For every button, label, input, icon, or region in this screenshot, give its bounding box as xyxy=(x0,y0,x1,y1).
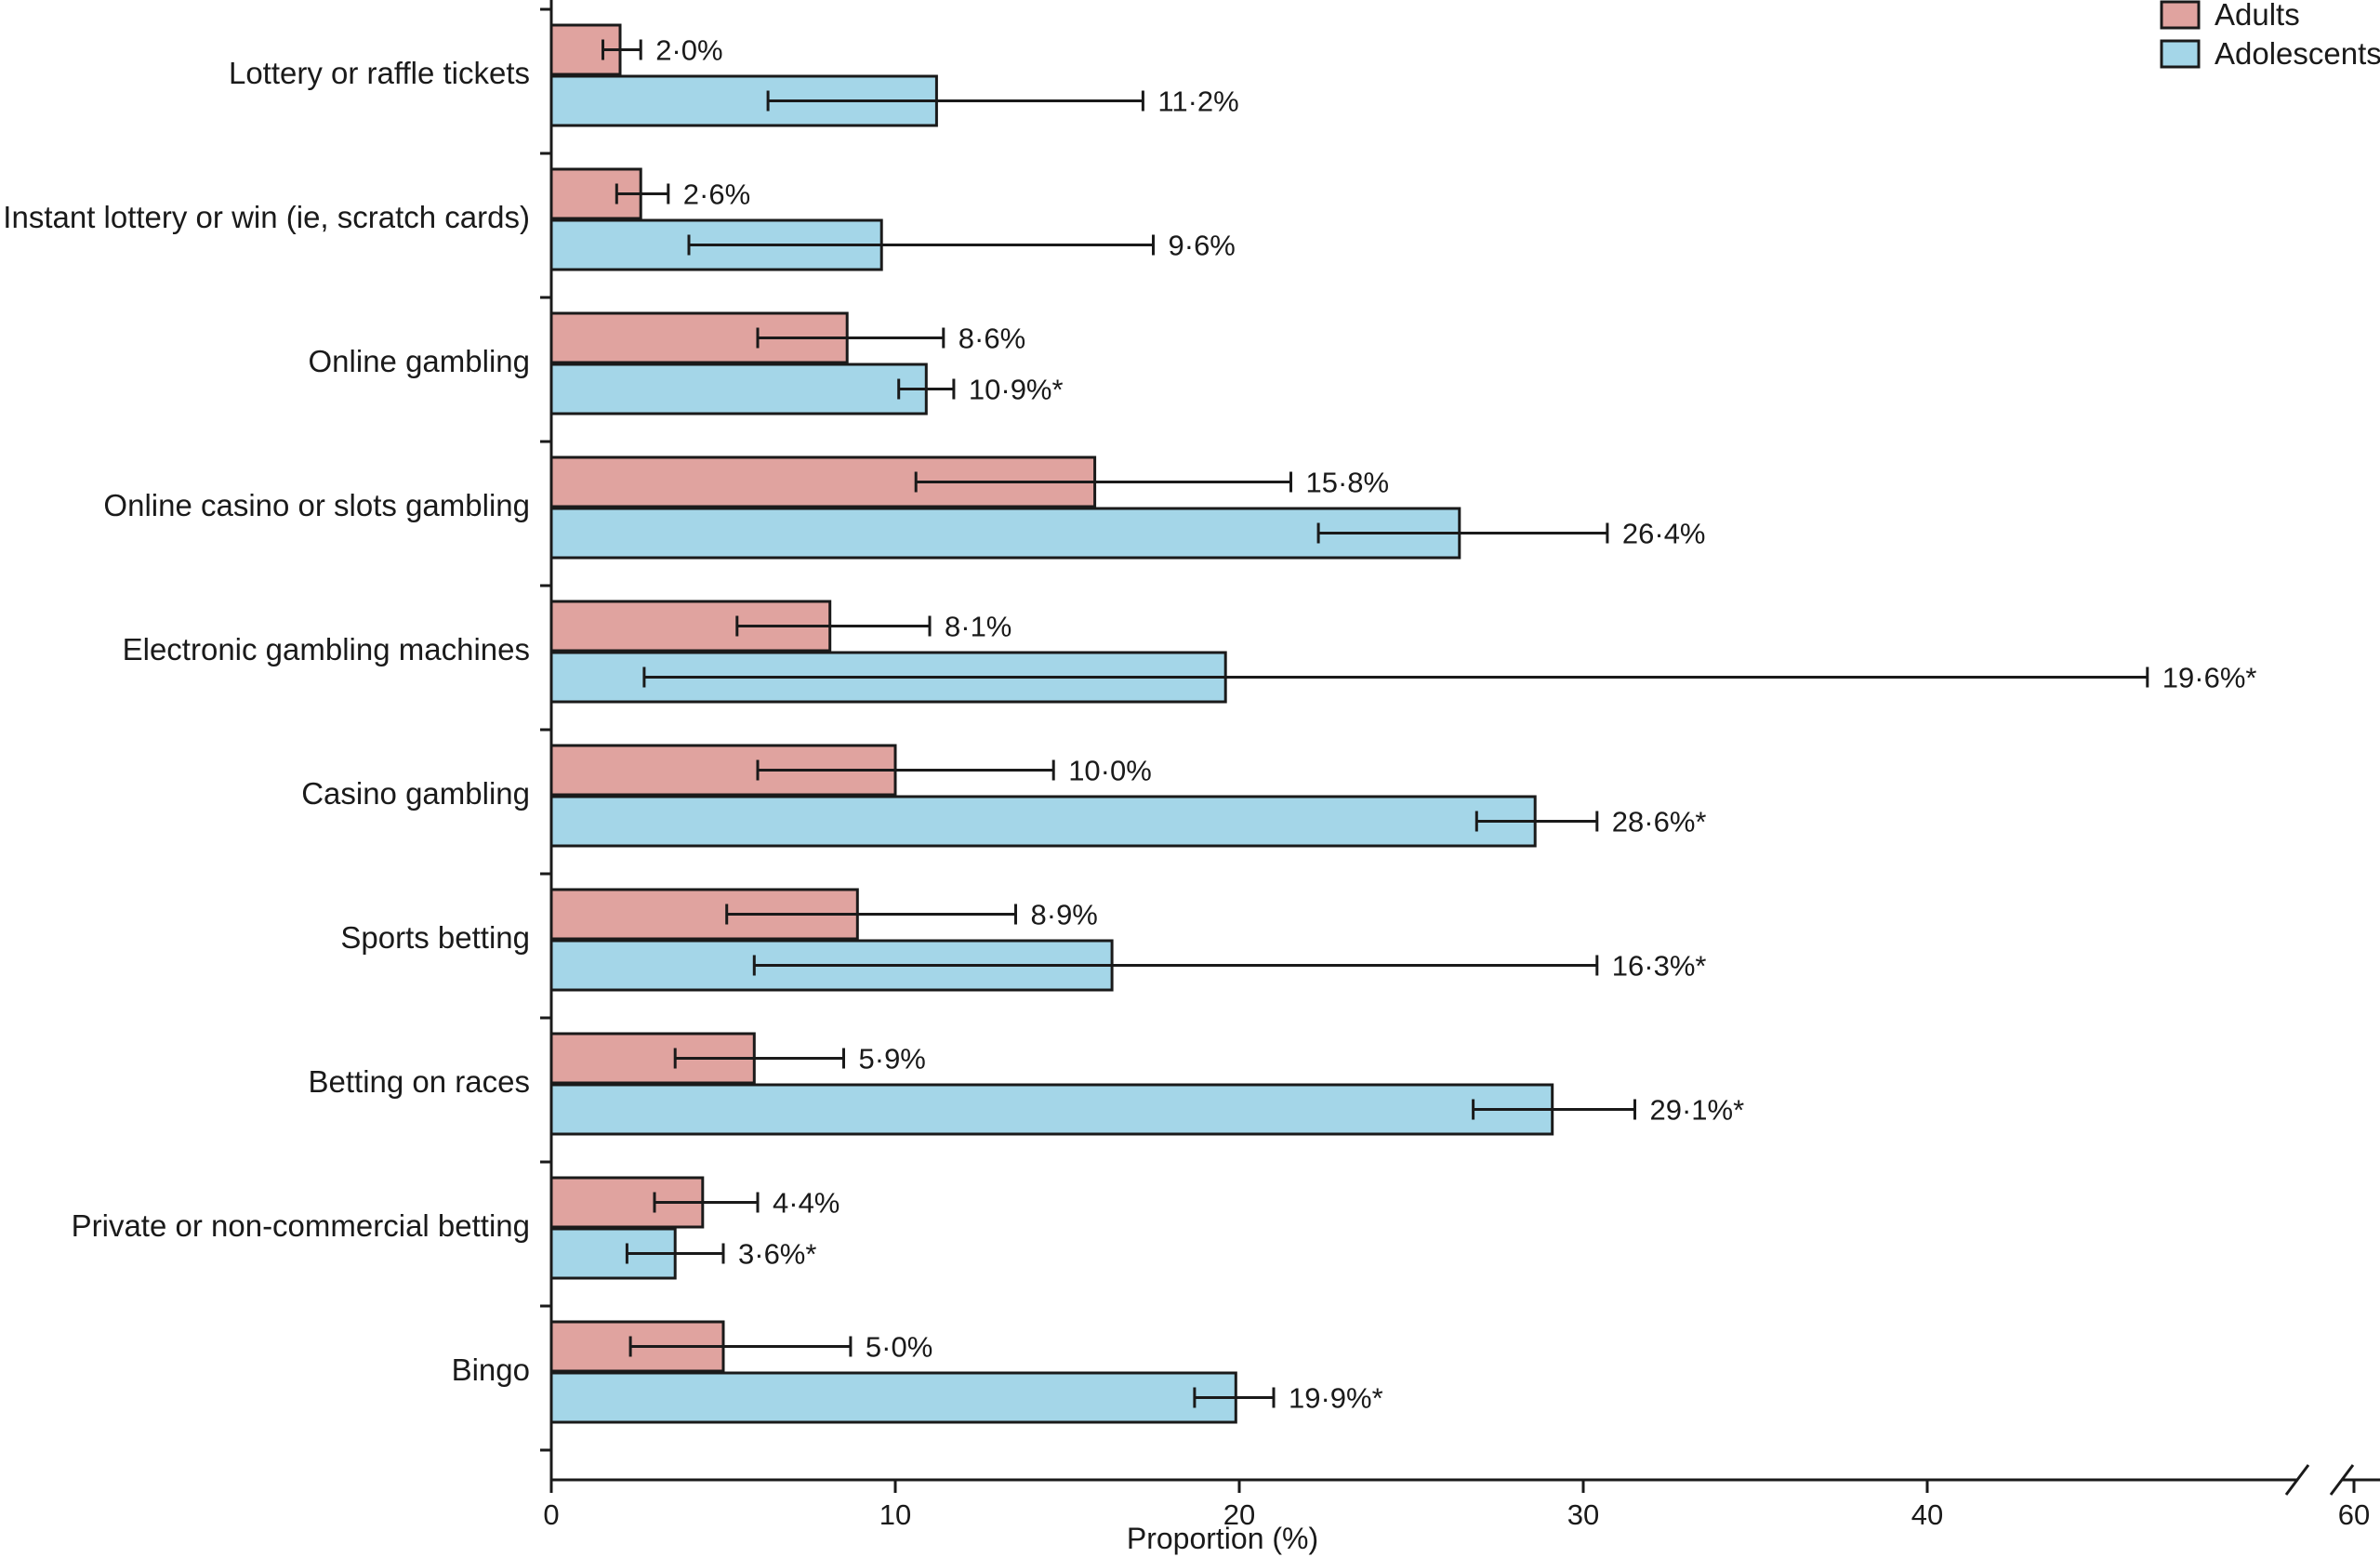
x-tick-label: 0 xyxy=(543,1498,559,1531)
x-tick-label: 60 xyxy=(2338,1498,2370,1531)
data-label: 26·4% xyxy=(1622,518,1706,550)
category-label: Private or non-commercial betting xyxy=(72,1208,530,1243)
data-label: 2·6% xyxy=(683,178,750,211)
data-label: 2·0% xyxy=(655,34,722,67)
legend: Adults Adolescents xyxy=(2160,0,2380,71)
data-label: 8·1% xyxy=(945,611,1012,643)
axis-break-mark xyxy=(2284,1464,2310,1496)
legend-swatch-adults xyxy=(2160,0,2201,30)
bar-adolescents-3 xyxy=(549,507,1461,560)
data-label: 16·3%* xyxy=(1612,950,1707,983)
x-tick-label: 30 xyxy=(1567,1498,1599,1531)
labels-layer: 01020304060100Proportion (%)Lottery or r… xyxy=(3,34,2370,1556)
bar-adolescents-2 xyxy=(549,363,928,416)
data-label: 19·6%* xyxy=(2162,662,2257,694)
data-label: 19·9%* xyxy=(1289,1382,1383,1415)
category-label: Betting on races xyxy=(309,1064,530,1099)
bar-adolescents-9 xyxy=(549,1371,1237,1424)
category-label: Casino gambling xyxy=(301,776,530,811)
legend-swatch-adolescents xyxy=(2160,39,2201,69)
data-label: 8·6% xyxy=(959,323,1025,355)
data-label: 10·0% xyxy=(1068,755,1152,787)
x-axis-title: Proportion (%) xyxy=(1127,1522,1318,1555)
category-label: Instant lottery or win (ie, scratch card… xyxy=(3,200,530,234)
data-label: 10·9%* xyxy=(969,374,1064,406)
legend-label-adolescents: Adolescents xyxy=(2215,36,2380,71)
category-label: Sports betting xyxy=(340,920,530,955)
category-label: Bingo xyxy=(452,1352,530,1387)
data-label: 15·8% xyxy=(1306,467,1390,499)
bar-adolescents-5 xyxy=(549,795,1537,848)
data-label: 9·6% xyxy=(1169,230,1236,262)
axis-break-mark xyxy=(2329,1464,2355,1496)
category-label: Electronic gambling machines xyxy=(123,632,530,666)
bar-adolescents-7 xyxy=(549,1083,1554,1136)
data-label: 28·6%* xyxy=(1612,806,1707,838)
legend-label-adults: Adults xyxy=(2215,0,2300,32)
x-tick-label: 20 xyxy=(1223,1498,1255,1531)
bars-layer xyxy=(549,23,2149,1424)
data-label: 3·6%* xyxy=(738,1238,816,1271)
x-tick-label: 40 xyxy=(1911,1498,1943,1531)
data-label: 5·0% xyxy=(866,1331,932,1364)
data-label: 11·2% xyxy=(1157,86,1238,118)
data-label: 8·9% xyxy=(1031,899,1098,931)
data-label: 29·1%* xyxy=(1650,1094,1745,1127)
category-label: Online gambling xyxy=(309,344,530,378)
x-tick-label: 10 xyxy=(879,1498,911,1531)
data-label: 4·4% xyxy=(773,1187,840,1220)
category-label: Lottery or raffle tickets xyxy=(229,56,530,90)
data-label: 5·9% xyxy=(859,1043,926,1075)
category-label: Online casino or slots gambling xyxy=(103,488,530,522)
